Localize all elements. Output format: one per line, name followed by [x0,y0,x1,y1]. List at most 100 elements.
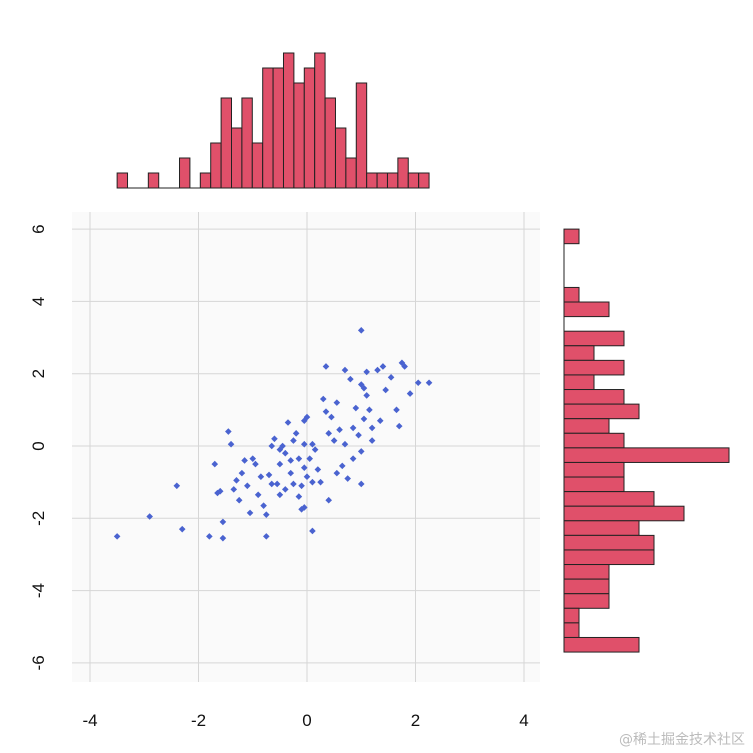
scatter-point [309,440,316,448]
scatter-point [363,368,370,376]
scatter-point [311,446,319,453]
right-histogram-bar [563,301,610,318]
x-tick-labels: -4 -2 0 2 4 [82,711,528,730]
right-histogram-bar [563,359,625,376]
scatter-point [276,460,284,468]
top-histogram-bar [262,67,274,189]
scatter-point [336,426,343,434]
scatter-point [300,440,308,448]
scatter-point [300,504,308,511]
scatter-point [206,533,213,540]
scatter-point [265,471,273,479]
scatter-point [263,533,270,540]
top-histogram-bar [355,82,368,189]
top-histogram-bar [303,67,316,189]
top-histogram-bar [147,172,160,189]
scatter-point [344,475,351,482]
top-histogram-bar [407,172,420,189]
scatter-point [230,486,238,493]
right-histogram-bar [563,228,580,245]
grid-lines [72,212,540,682]
scatter-point [113,533,121,540]
y-tick-labels: -6 -4 -2 0 2 4 6 [29,224,48,670]
right-histogram-bar [563,549,655,566]
scatter-point [295,493,303,500]
scatter-point [225,428,232,435]
right-histogram-bar [563,432,625,449]
scatter-point [306,455,314,462]
top-histogram [116,52,430,189]
scatter-point [322,408,330,415]
right-histogram-bar [563,593,610,609]
scatter-point [355,431,362,439]
scatter-point [241,457,248,464]
right-histogram-bar [563,491,655,507]
scatter-point [300,464,308,471]
top-histogram-bar [314,52,326,189]
scatter-point [393,406,400,414]
scatter-point [314,466,322,473]
scatter-point [290,437,297,444]
right-histogram-bar [563,345,595,361]
scatter-point [233,477,240,484]
scatter-point [216,487,224,495]
scatter-point [325,496,332,504]
scatter-point [406,390,414,397]
scatter-point [368,437,376,444]
scatter-point [290,480,297,488]
scatter-point [366,406,373,414]
scatter-point [287,457,295,464]
right-histogram [563,228,730,653]
scatter-point [360,415,368,423]
scatter-point [352,404,360,412]
top-histogram-bar [345,157,357,189]
scatter-point [382,386,389,394]
scatter-point [246,509,254,517]
top-histogram-bar [210,142,222,189]
x-tick-label: -4 [82,711,97,730]
right-histogram-bar [563,476,625,493]
scatter-point [395,422,403,430]
scatter-point [325,430,332,437]
watermark-text: @稀土掘金技术社区 [619,732,745,748]
scatter-point [303,413,311,421]
scatter-point [282,486,289,493]
scatter-point [219,518,227,526]
top-histogram-bar [418,172,430,189]
scatter-point [357,327,365,334]
scatter-point [146,513,153,520]
y-tick-label: -4 [29,583,48,598]
top-histogram-bar [334,127,347,189]
scatter-point [333,399,341,406]
right-histogram-bar [563,403,640,420]
scatter-point [282,449,289,457]
top-histogram-bar [293,82,305,189]
x-tick-label: 4 [519,711,528,730]
top-histogram-bar [231,127,243,189]
scatter-point [284,419,292,426]
scatter-point [173,482,181,490]
right-histogram-bar [563,578,610,595]
scatter-point [292,430,300,437]
scatter-point [349,424,357,432]
plot-panel [72,212,540,682]
right-histogram-bar [563,447,730,463]
scatter-point [263,511,270,518]
scatter-point [338,462,346,470]
scatter-point [276,491,284,499]
scatter-point [298,482,305,490]
scatter-point [360,384,368,392]
scatter-point [317,478,324,486]
scatter-point [341,366,349,374]
right-histogram-bar [563,505,685,522]
scatter-point [333,469,341,477]
y-tick-label: 2 [29,369,48,378]
scatter-points [113,327,433,542]
top-histogram-bar [116,172,129,189]
y-tick-label: -6 [29,655,48,670]
y-tick-label: 6 [29,224,48,233]
right-histogram-bar [563,520,640,536]
scatter-point [235,496,243,504]
scatter-point [357,480,365,488]
